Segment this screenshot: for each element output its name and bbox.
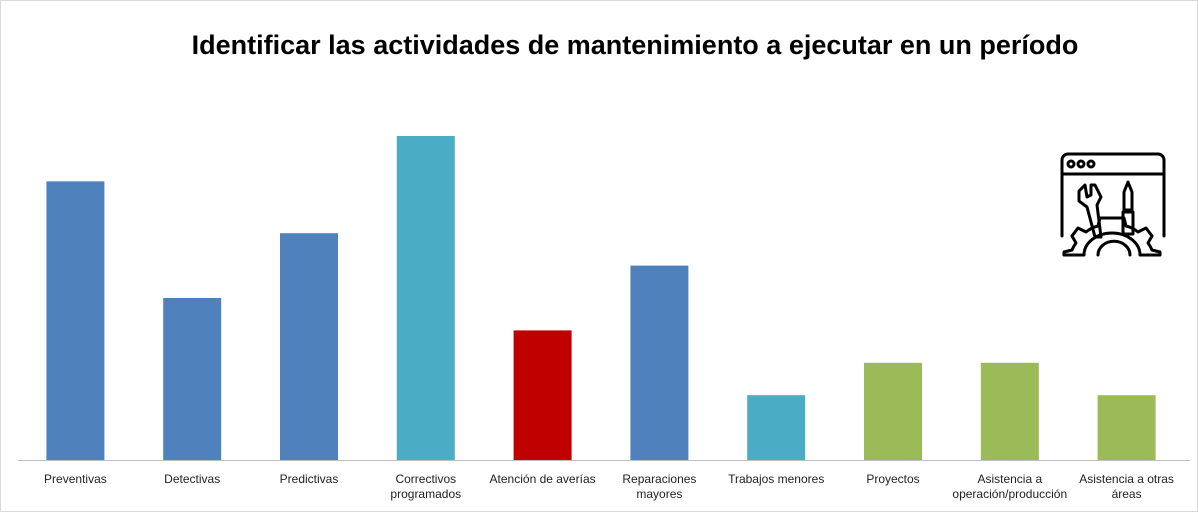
bar — [630, 265, 689, 460]
x-tick-label: Proyectos — [866, 472, 920, 486]
bar — [747, 395, 806, 460]
bar — [163, 298, 222, 460]
bar — [46, 181, 105, 461]
x-tick-label: Trabajos menores — [728, 472, 825, 486]
x-tick-label: Atención de averías — [489, 472, 596, 486]
x-tick-label: Asistencia a otras áreas — [1079, 472, 1174, 501]
x-tick-label: Reparaciones mayores — [622, 472, 697, 501]
x-tick-label: Predictivas — [279, 472, 339, 486]
maintenance-icon — [1060, 152, 1166, 259]
x-tick-label: Correctivos programados — [390, 472, 462, 501]
bar — [513, 330, 572, 460]
chart-title: Identificar las actividades de mantenimi… — [192, 30, 1079, 60]
x-tick-label: Detectivas — [164, 472, 221, 486]
bar — [1097, 395, 1156, 460]
bar — [864, 362, 922, 460]
x-tick-label: Asistencia a operación/producción — [952, 472, 1068, 501]
bar — [396, 136, 455, 460]
x-tick-label: Preventivas — [44, 472, 107, 486]
bar — [280, 233, 338, 460]
bar — [980, 362, 1039, 460]
